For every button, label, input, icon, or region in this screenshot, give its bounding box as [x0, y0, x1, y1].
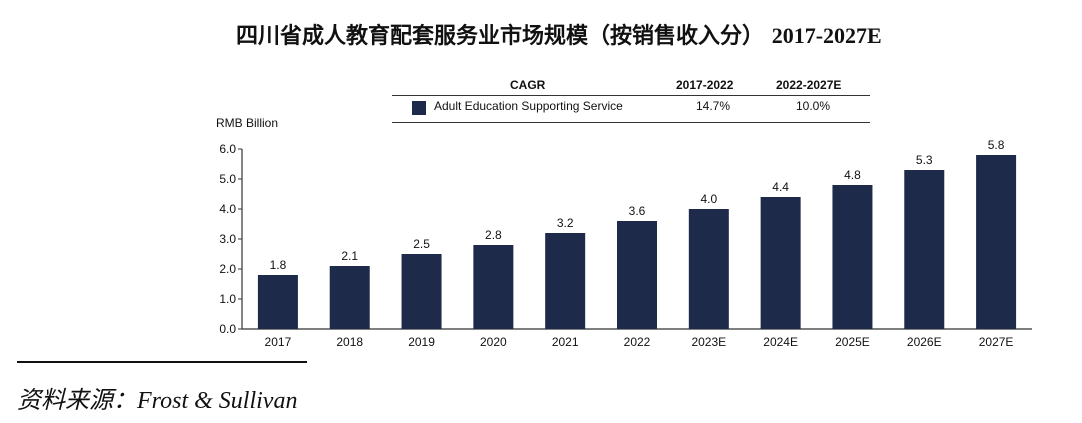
source-note: 资料来源：Frost & Sullivan — [17, 388, 298, 414]
cagr-table-row: Adult Education Supporting Service 14.7%… — [392, 96, 870, 123]
cagr-period-2: 2022-2027E — [776, 78, 842, 92]
bar — [976, 155, 1017, 329]
x-tick-label: 2017 — [265, 335, 292, 349]
cagr-table: CAGR 2017-2022 2022-2027E Adult Educatio… — [392, 77, 870, 123]
x-tick-label: 2018 — [336, 335, 363, 349]
y-tick-label: 1.0 — [219, 292, 236, 306]
bar — [257, 275, 298, 329]
bar-value-label: 5.8 — [988, 138, 1005, 152]
y-tick-label: 6.0 — [219, 142, 236, 156]
x-tick-label: 2027E — [979, 335, 1014, 349]
bar-value-label: 3.2 — [557, 216, 574, 230]
cagr-period-1: 2017-2022 — [676, 78, 734, 92]
cagr-table-header: CAGR 2017-2022 2022-2027E — [392, 77, 870, 96]
chart-title: 四川省成人教育配套服务业市场规模（按销售收入分） 2017-2027E — [236, 18, 1056, 50]
bar — [473, 245, 514, 329]
bar — [329, 266, 370, 329]
x-tick-label: 2019 — [408, 335, 435, 349]
x-tick-label: 2020 — [480, 335, 507, 349]
bar-value-label: 2.5 — [413, 237, 430, 251]
bar-value-label: 4.8 — [844, 168, 861, 182]
x-tick-label: 2021 — [552, 335, 579, 349]
bar-value-label: 5.3 — [916, 153, 933, 167]
y-tick-label: 5.0 — [219, 172, 236, 186]
legend-swatch — [412, 101, 426, 115]
x-tick-label: 2024E — [763, 335, 798, 349]
x-tick-label: 2025E — [835, 335, 870, 349]
chart-title-main: 四川省成人教育配套服务业市场规模（按销售收入分） — [236, 23, 765, 49]
bar-value-label: 1.8 — [270, 258, 287, 272]
x-tick-label: 2023E — [691, 335, 726, 349]
y-tick-label: 3.0 — [219, 232, 236, 246]
bar — [401, 254, 442, 329]
bar — [688, 209, 729, 329]
x-tick-label: 2026E — [907, 335, 942, 349]
cagr-header-label: CAGR — [510, 78, 546, 92]
y-axis-unit-label: RMB Billion — [216, 116, 279, 130]
bar-value-label: 4.0 — [700, 192, 717, 206]
y-tick-label: 0.0 — [219, 322, 236, 336]
cagr-value-2: 10.0% — [796, 99, 831, 113]
y-tick-label: 4.0 — [219, 202, 236, 216]
source-divider — [17, 361, 307, 363]
bar — [617, 221, 657, 329]
y-tick-label: 2.0 — [219, 262, 236, 276]
bar — [832, 185, 873, 329]
bar — [545, 233, 586, 329]
x-tick-label: 2022 — [624, 335, 651, 349]
bar — [760, 197, 801, 329]
bar — [904, 170, 945, 329]
chart-title-years: 2017-2027E — [771, 23, 882, 48]
bar-value-label: 2.1 — [341, 249, 358, 263]
cagr-value-1: 14.7% — [696, 99, 731, 113]
bar-value-label: 4.4 — [772, 180, 789, 194]
bar-value-label: 3.6 — [629, 204, 646, 218]
bar-value-label: 2.8 — [485, 228, 502, 242]
legend-series-name: Adult Education Supporting Service — [434, 99, 623, 113]
